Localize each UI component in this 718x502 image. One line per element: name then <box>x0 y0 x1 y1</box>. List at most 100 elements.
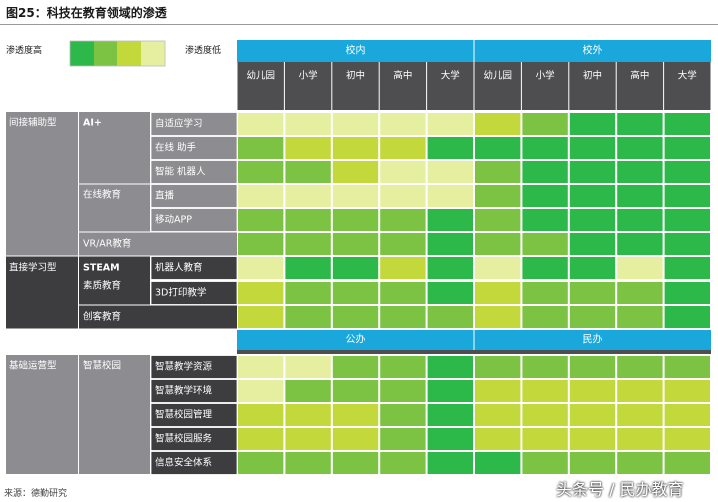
heat-cell <box>379 136 427 160</box>
sub-label: 创客教育 <box>83 311 121 323</box>
heat-cell <box>331 256 380 280</box>
item-cell <box>150 427 238 451</box>
sub-label: 在线教育 <box>83 189 121 201</box>
item-label: 移动APP <box>155 214 192 226</box>
heat-cell <box>237 136 285 160</box>
heat-cell <box>663 427 711 451</box>
column-header-cell <box>569 62 616 110</box>
heat-cell <box>426 427 475 451</box>
heat-cell <box>616 232 664 256</box>
heat-cell <box>426 232 475 256</box>
heat-cell <box>568 208 617 232</box>
heat-cell <box>426 256 475 280</box>
sub-block <box>79 232 237 256</box>
heat-cell <box>284 379 332 403</box>
heat-cell <box>426 355 475 379</box>
heat-cell <box>284 256 332 280</box>
heat-cell <box>284 184 332 208</box>
heat-cell <box>663 305 711 329</box>
column-header-label: 初中 <box>346 70 365 82</box>
column-header-label: 幼儿园 <box>246 70 275 82</box>
heat-cell <box>331 403 380 427</box>
heat-cell <box>616 256 664 280</box>
heat-cell <box>474 305 522 329</box>
heat-cell <box>331 160 380 184</box>
column-header-cell <box>664 62 711 110</box>
heat-cell <box>474 355 522 379</box>
column-header-label: 小学 <box>536 70 555 82</box>
heat-cell <box>331 208 380 232</box>
item-cell <box>150 379 238 403</box>
category-block <box>6 355 78 474</box>
item-cell <box>150 355 238 379</box>
heat-cell <box>616 305 664 329</box>
heat-cell <box>616 208 664 232</box>
heat-cell <box>474 208 522 232</box>
heat-cell <box>379 451 427 475</box>
sub-block <box>79 112 150 184</box>
heat-cell <box>284 232 332 256</box>
column-header-label: 高中 <box>393 70 412 82</box>
heat-cell <box>284 136 332 160</box>
heat-cell <box>331 451 380 475</box>
heat-cell <box>331 281 380 305</box>
item-cell <box>150 112 238 136</box>
heat-cell <box>237 403 285 427</box>
heat-cell <box>568 112 617 136</box>
column-header-label: 高中 <box>630 70 649 82</box>
heat-cell <box>616 403 664 427</box>
column-header-cell <box>616 62 664 110</box>
column-header-label: 幼儿园 <box>483 70 512 82</box>
heat-cell <box>521 160 569 184</box>
heat-cell <box>331 232 380 256</box>
chart-title: 图25：科技在教育领域的渗透 <box>6 6 167 20</box>
heat-cell <box>521 355 569 379</box>
heat-cell <box>379 160 427 184</box>
heat-cell <box>663 451 711 475</box>
column-header-cell <box>427 62 474 110</box>
legend-frame <box>69 40 166 67</box>
heat-cell <box>616 160 664 184</box>
legend-low-label: 渗透度低 <box>185 44 221 56</box>
heat-cell <box>616 184 664 208</box>
heat-cell <box>237 451 285 475</box>
heat-cell <box>237 160 285 184</box>
heat-cell <box>237 281 285 305</box>
heat-cell <box>474 281 522 305</box>
heat-cell <box>379 403 427 427</box>
heat-cell <box>284 208 332 232</box>
column-header-label: 大学 <box>441 70 460 82</box>
heat-cell <box>474 136 522 160</box>
heat-cell <box>663 208 711 232</box>
heat-cell <box>663 184 711 208</box>
column-header-label: 小学 <box>299 70 318 82</box>
heat-cell <box>568 355 617 379</box>
heat-cell <box>663 281 711 305</box>
item-cell <box>150 451 238 475</box>
sub-block <box>79 355 150 474</box>
item-label: 智慧教学资源 <box>155 361 213 373</box>
heat-cell <box>568 256 617 280</box>
heat-cell <box>521 112 569 136</box>
sub-label: AI+ <box>83 118 102 129</box>
item-label: 3D打印教学 <box>155 287 206 299</box>
heat-cell <box>663 112 711 136</box>
heat-cell <box>426 379 475 403</box>
group-label: 校内 <box>346 44 366 57</box>
category-block <box>6 112 78 256</box>
heat-cell <box>521 427 569 451</box>
heat-cell <box>237 112 285 136</box>
heat-cell <box>663 232 711 256</box>
heat-cell <box>568 136 617 160</box>
heat-cell <box>284 112 332 136</box>
sub-label: 素质教育 <box>83 280 121 292</box>
heat-cell <box>616 355 664 379</box>
category-block <box>6 256 78 329</box>
heat-cell <box>237 232 285 256</box>
heat-cell <box>568 379 617 403</box>
heat-cell <box>521 281 569 305</box>
source-note: 来源：德勤研究 <box>4 489 68 499</box>
heat-cell <box>284 160 332 184</box>
heat-cell <box>284 427 332 451</box>
column-header-cell <box>379 62 427 110</box>
